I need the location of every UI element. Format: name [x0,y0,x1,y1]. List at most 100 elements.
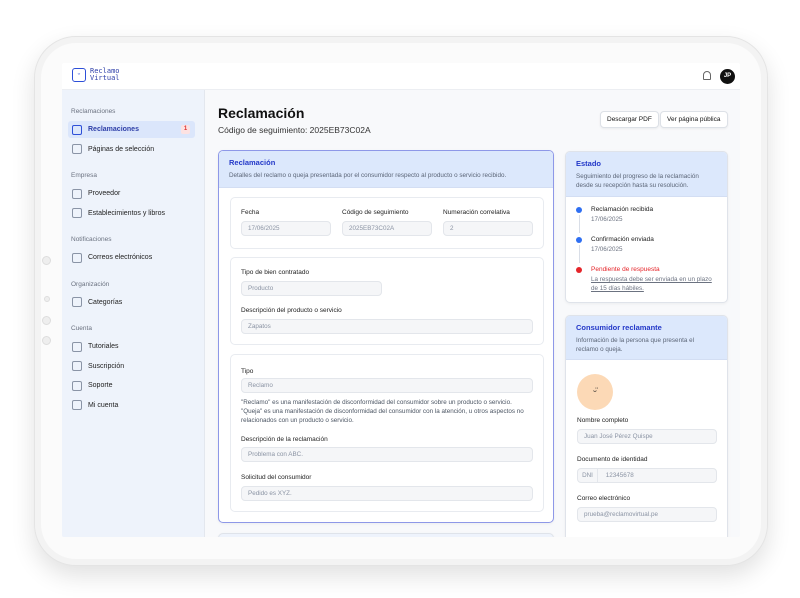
mail-icon [72,252,82,263]
sidebar-section-title: Notificaciones [71,236,112,243]
field-label: Correo electrónico [577,495,631,502]
logo-text: Virtual [90,74,120,82]
card-title: Estado [576,159,602,168]
field-label: Documento de identidad [577,456,648,463]
tracking-code-field[interactable]: 2025EB73C02A [342,221,432,236]
field-label: Descripción del producto o servicio [241,307,342,314]
sidebar-item-label: Mi cuenta [88,401,119,409]
count-badge: 1 [181,125,190,134]
status-step-detail: 17/06/2025 [591,246,623,253]
device-button [42,316,51,325]
sidebar-item[interactable]: Reclamaciones 1 [68,121,195,138]
full-name-field[interactable]: Juan José Pérez Quispe [577,429,717,444]
status-step-title: Pendiente de respuesta [591,266,660,273]
help-text: "Queja" es una manifestación de disconfo… [241,408,524,424]
field-label: Solicitud del consumidor [241,474,312,481]
sidebar-item[interactable]: Mi cuenta [68,397,195,414]
status-dot [576,267,582,273]
status-step-detail[interactable]: La respuesta debe ser enviada en un plaz… [591,276,712,292]
download-pdf-button[interactable]: Descargar PDF [600,111,659,128]
status-step-title: Confirmación enviada [591,236,654,243]
email-field[interactable]: prueba@reclamovirtual.pe [577,507,717,522]
device-button [42,256,51,265]
claim-card: Reclamación Detalles del reclamo o queja … [218,150,554,523]
user-avatar[interactable]: JP [720,69,735,84]
product-type-field[interactable]: Producto [241,281,382,296]
help-text: "Reclamo" es una manifestación de discon… [241,399,512,406]
consumer-request-field[interactable]: Pedido es XYZ. [241,486,533,501]
document-icon [72,124,82,135]
sidebar-item-label: Tutoriales [88,343,119,350]
sidebar-item-label: Categorías [88,298,123,306]
sidebar-item-label: Soporte [88,382,113,389]
sidebar-section-title: Cuenta [71,325,92,332]
timeline-line [578,215,580,233]
sidebar-section-title: Reclamaciones [71,108,116,115]
view-public-page-button[interactable]: Ver página pública [660,111,728,128]
sidebar-item-label: Suscripción [88,362,125,370]
sidebar-item-label: Páginas de selección [88,145,155,153]
sidebar: Reclamaciones Reclamaciones 1 Páginas de se… [62,90,205,537]
tag-icon [72,297,82,307]
card-title: Consumidor reclamante [576,323,662,332]
consumer-card: Consumidor reclamante Información de la p… [565,315,728,537]
timeline-line [578,245,580,263]
next-card [218,533,554,537]
store-icon [72,208,82,218]
sidebar-item[interactable]: Suscripción [68,358,195,375]
sidebar-section-title: Empresa [71,172,98,179]
date-field[interactable]: 17/06/2025 [241,221,331,236]
card-description: Detalles del reclamo o queja presentada … [229,172,507,179]
device-camera [44,296,50,302]
status-step-detail: 17/06/2025 [591,216,623,223]
correlative-number-field[interactable]: 2 [443,221,533,236]
bell-icon[interactable] [703,71,711,80]
card-description: Seguimiento del progreso de la reclamaci… [576,173,699,189]
logo[interactable]: ᵕ Reclamo Virtual [72,68,120,82]
sidebar-item-label: Proveedor [88,190,121,197]
document-type: DNI [578,469,598,482]
field-label: Tipo [241,368,254,375]
field-label: Tipo de bien contratado [241,269,310,276]
field-label: Nombre completo [577,417,629,424]
help-icon [72,380,82,391]
field-label: Numeración correlativa [443,209,510,216]
field-label: Código de seguimiento [342,209,409,216]
gear-icon [72,400,82,410]
device-button [42,336,51,345]
claim-type-field[interactable]: Reclamo [241,378,533,393]
status-dot [576,207,582,213]
sidebar-section-title: Organización [71,280,110,288]
sidebar-item[interactable]: Páginas de selección [68,141,195,158]
tracking-code: Código de seguimiento: 2025EB73C02A [218,125,371,135]
graduation-cap-icon [72,341,82,352]
consumer-avatar: ᵕ̈ [577,374,613,410]
chat-smile-icon: ᵕ [72,68,86,82]
page-title: Reclamación [218,105,305,121]
claim-meta-section: Fecha 17/06/2025 Código de seguimiento 2… [230,197,544,249]
id-document-field[interactable]: DNI 12345678 [577,468,717,483]
status-dot [576,237,582,243]
field-label: Descripción de la reclamación [241,436,328,443]
sidebar-item[interactable]: Categorías [68,294,195,311]
sidebar-item[interactable]: Tutoriales [68,338,195,355]
app-screen: ᵕ Reclamo Virtual JP Reclamaciones Reclama… [62,63,740,537]
product-section: Tipo de bien contratado Producto Descrip… [230,257,544,345]
status-step-title: Reclamación recibida [591,206,654,213]
field-label: Fecha [241,209,260,216]
status-card: Estado Seguimiento del progreso de la rec… [565,151,728,303]
sidebar-item[interactable]: Soporte [68,377,195,394]
gem-icon [72,361,82,371]
sidebar-item-label: Correos electrónicos [88,254,153,261]
product-description-field[interactable]: Zapatos [241,319,533,334]
sidebar-item[interactable]: Establecimientos y libros [68,205,195,222]
sidebar-item-label: Establecimientos y libros [88,209,166,217]
sidebar-item-label: Reclamaciones [88,126,139,133]
claim-detail-section: Tipo Reclamo "Reclamo" es una manifestac… [230,354,544,512]
claim-description-field[interactable]: Problema con ABC. [241,447,533,462]
sidebar-item[interactable]: Proveedor [68,185,195,202]
building-icon [72,188,82,199]
globe-icon [72,144,82,154]
card-description: Información de la persona que presenta e… [576,337,694,353]
sidebar-item[interactable]: Correos electrónicos [68,249,195,266]
